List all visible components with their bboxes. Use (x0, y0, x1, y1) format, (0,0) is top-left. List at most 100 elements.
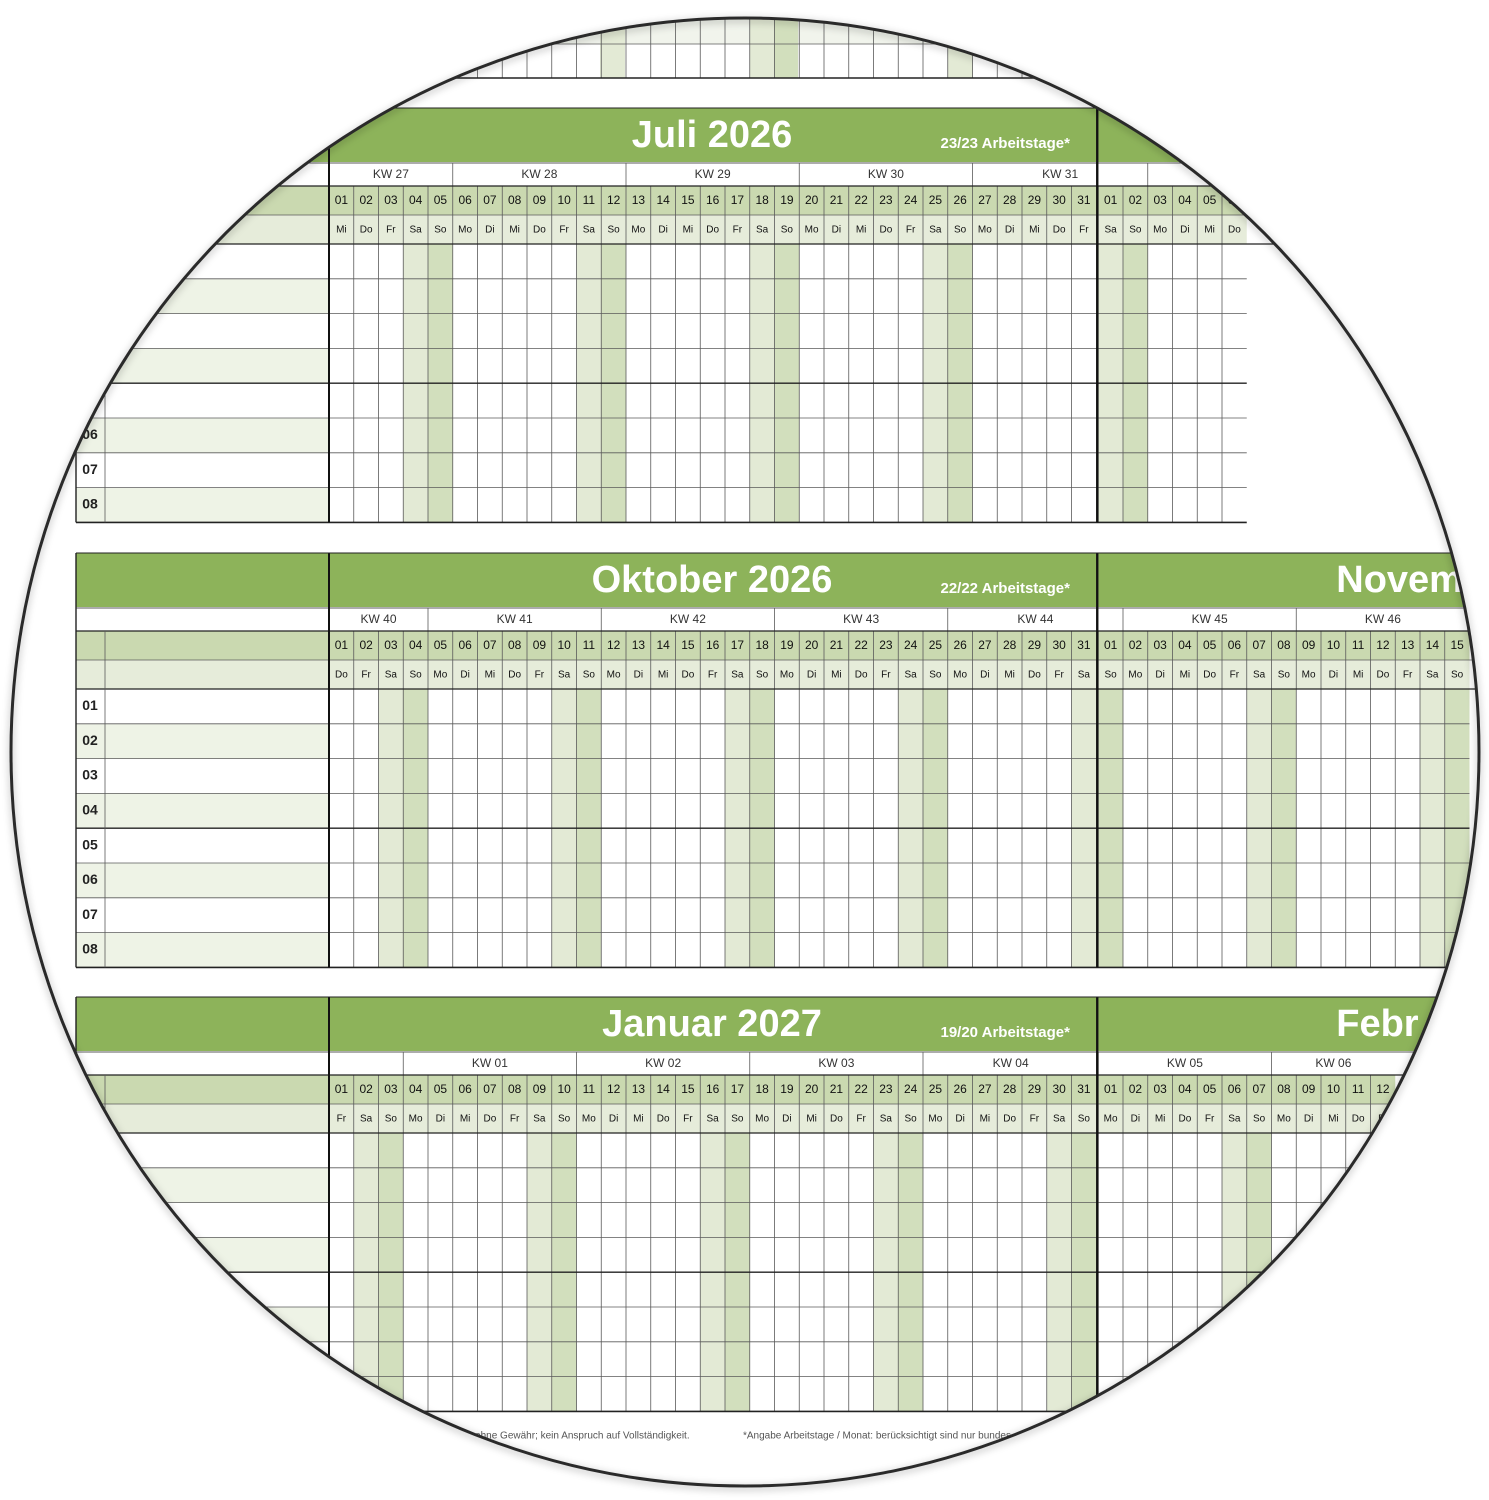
day-cell (452, 1075, 478, 1104)
weekday-cell (947, 1104, 973, 1133)
weekday-cell (1172, 1104, 1198, 1133)
weekday: Do (879, 225, 892, 236)
day-cell (848, 1075, 874, 1104)
weekday-cell (601, 660, 626, 689)
weekend-column (750, 18, 774, 78)
row-label-cell (76, 793, 329, 829)
day-cell (378, 186, 404, 215)
weekday-cell (848, 660, 874, 689)
day-number: 31 (1077, 193, 1091, 207)
day-number: 12 (607, 193, 621, 207)
day-number: 13 (632, 193, 646, 207)
day-cell (923, 631, 948, 660)
weekday-cell (700, 660, 725, 689)
day-cell (403, 186, 428, 215)
weekday: So (731, 1114, 744, 1125)
weekday-cell (1022, 660, 1047, 689)
header-month (329, 553, 1097, 607)
day-number: 23 (879, 193, 893, 207)
day-cell (1071, 186, 1097, 215)
day-number: 10 (1327, 1082, 1341, 1096)
day-number: 09 (533, 1082, 547, 1096)
weekday: Sa (1053, 1114, 1066, 1125)
day-cell (477, 631, 503, 660)
day-cell (353, 186, 379, 215)
day-number: 03 (384, 193, 398, 207)
weekday: Fr (361, 670, 371, 681)
weekday: Sa (731, 670, 744, 681)
row-label-cell (76, 1237, 329, 1273)
weekday: Fr (881, 670, 891, 681)
day-number: 07 (1252, 638, 1266, 652)
day-cell (675, 1075, 701, 1104)
day-cell (972, 186, 998, 215)
weekday-cell (477, 660, 503, 689)
weekday: Mi (980, 1114, 991, 1125)
weekday-cell (1123, 660, 1148, 689)
day-number: 16 (706, 1082, 720, 1096)
row-number: 07 (82, 461, 98, 477)
weekday: Do (533, 225, 546, 236)
day-cell (551, 1075, 577, 1104)
weekday: So (905, 1114, 918, 1125)
weekday: Sa (410, 225, 423, 236)
day-number: 16 (706, 638, 720, 652)
weekday: Di (782, 1114, 791, 1125)
weekday: Fr (510, 1114, 520, 1125)
week-label: KW 28 (521, 167, 557, 181)
day-number: 21 (830, 193, 844, 207)
row-label-cell (76, 1202, 329, 1238)
workdays: 23/23 Arbeitstage* (940, 135, 1070, 152)
day-cell (477, 186, 503, 215)
weekday-cell (1022, 215, 1047, 244)
weekday-cell (650, 215, 676, 244)
top-band (11, 18, 1479, 44)
weekday: Mo (953, 670, 967, 681)
day-number: 18 (755, 1082, 769, 1096)
weekday-cell (1321, 1104, 1346, 1133)
row-label-cell (76, 863, 329, 898)
day-cell (898, 186, 923, 215)
weekday: Mo (1128, 670, 1142, 681)
header-left (76, 553, 329, 607)
weekday: Fr (733, 225, 743, 236)
weekday: Mi (1328, 1114, 1339, 1125)
day-cell (947, 631, 973, 660)
weekday-cell (527, 660, 552, 689)
weekday: Sa (1253, 670, 1266, 681)
day-column (1345, 1133, 1371, 1412)
day-column (1321, 1133, 1346, 1412)
day-cell (1071, 1075, 1097, 1104)
day-cell (1296, 1075, 1321, 1104)
weekday: Di (1005, 225, 1014, 236)
weekday-cell (1046, 1104, 1072, 1133)
weekday: Mi (856, 225, 867, 236)
weekday: Fr (708, 670, 718, 681)
weekday-cell (1071, 1104, 1097, 1133)
header-next (1098, 553, 1479, 607)
weekday-cell (403, 1104, 428, 1133)
weekday-cell (477, 215, 503, 244)
day-cell (799, 1075, 824, 1104)
weekday: Di (1155, 670, 1164, 681)
day-number: 04 (1178, 638, 1192, 652)
day-number: 06 (458, 638, 472, 652)
weekday-cell (725, 215, 750, 244)
weekday-cell (749, 1104, 775, 1133)
day-number: 08 (508, 638, 522, 652)
weekday: Mi (460, 1114, 471, 1125)
weekday-cell (353, 1104, 379, 1133)
weekday-cell (1271, 1104, 1297, 1133)
weekday-cell (1046, 215, 1072, 244)
day-cell (725, 1075, 750, 1104)
weekday: Do (1053, 225, 1066, 236)
weekday-cell (1197, 1104, 1222, 1133)
weekday-cell (774, 1104, 800, 1133)
row-number: 08 (82, 941, 98, 957)
weekday-cell (1296, 1104, 1321, 1133)
weekday: So (1078, 1114, 1091, 1125)
day-number: 19 (780, 1082, 794, 1096)
footer-note: aben ohne Gewähr; kein Anspruch auf Voll… (450, 1431, 690, 1442)
weekday: So (385, 1114, 398, 1125)
weekday-cell (428, 660, 453, 689)
